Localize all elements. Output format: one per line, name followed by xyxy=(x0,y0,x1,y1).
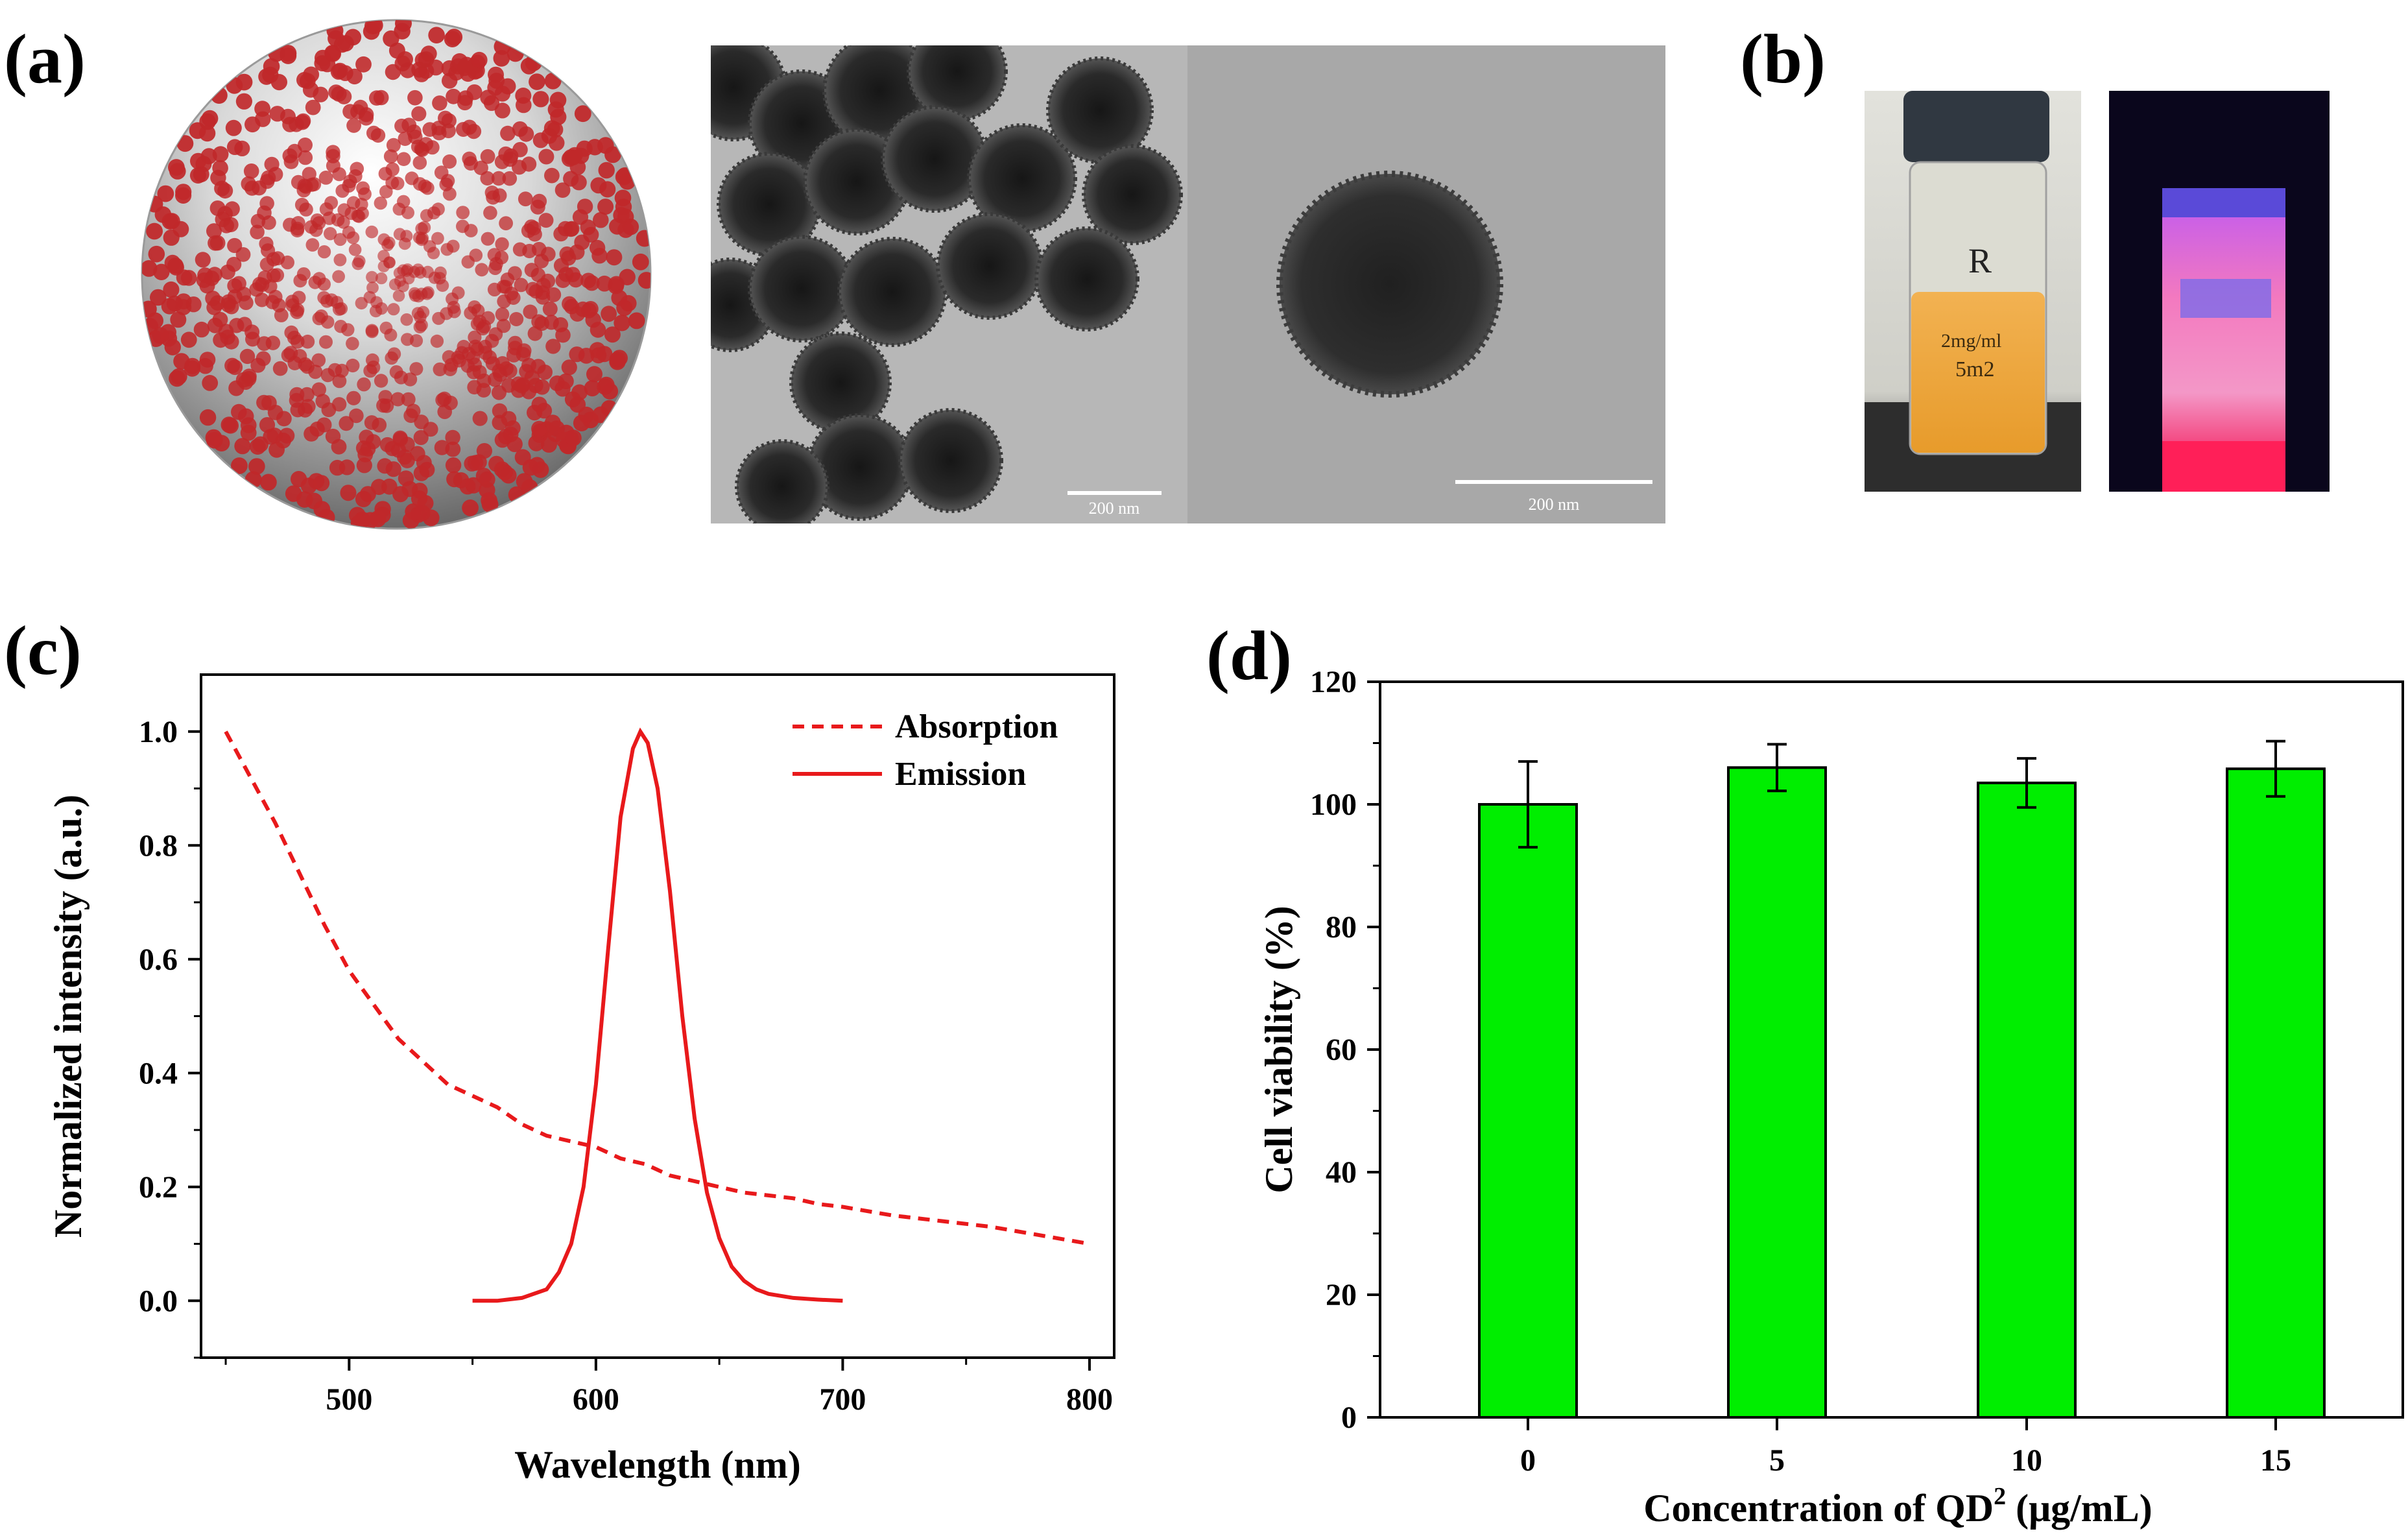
chart-c-ytick-label: 0.4 xyxy=(139,1056,178,1090)
chart-d-bar xyxy=(2226,767,2326,1419)
vial-handwriting-2: 2mg/ml xyxy=(1941,330,2001,352)
tem-image-single-particle: 200 nm xyxy=(1187,45,1665,523)
chart-d-xtick-label: 10 xyxy=(2011,1443,2042,1478)
scale-bar-label-right: 200 nm xyxy=(1529,495,1580,514)
chart-c-series-absorption xyxy=(224,730,1090,1246)
chart-d-ytick-label: 40 xyxy=(1326,1155,1357,1190)
tem-image-multiple-particles: 200 nm xyxy=(711,45,1187,523)
chart-c-series-emission xyxy=(472,727,843,1303)
chart-d-ytick-label: 80 xyxy=(1326,910,1357,944)
chart-c-xtick-label: 700 xyxy=(819,1382,866,1417)
chart-c-xlabel: Wavelength (nm) xyxy=(514,1443,801,1486)
vial-handwriting-3: 5m2 xyxy=(1955,357,1994,381)
chart-d-ytick-label: 0 xyxy=(1341,1400,1357,1435)
chart-d-ylabel: Cell viability (%) xyxy=(1258,906,1300,1193)
chart-d-frame xyxy=(1379,680,2404,1419)
chart-d-ytick-label: 20 xyxy=(1326,1278,1357,1312)
chart-d-xlabel-sup: 2 xyxy=(1994,1483,2006,1510)
panel-label-c: (c) xyxy=(4,612,82,690)
chart-d-xlabel-unit: (μg/mL) xyxy=(2006,1487,2152,1530)
chart-d-ytick-label: 60 xyxy=(1326,1033,1357,1067)
chart-d-xlabel-main: Concentration of QD xyxy=(1643,1487,1994,1530)
chart-c-ytick-label: 0.8 xyxy=(139,828,178,863)
chart-d-bar xyxy=(1478,803,1578,1419)
chart-d-xtick-label: 15 xyxy=(2260,1443,2291,1478)
scale-bar-label-left: 200 nm xyxy=(1089,499,1140,518)
panel-label-a: (a) xyxy=(4,21,86,98)
chart-d-xtick-label: 0 xyxy=(1520,1443,1536,1478)
panel-label-b: (b) xyxy=(1740,21,1826,98)
vial-daylight-photo: R 2mg/ml 5m2 xyxy=(1865,91,2081,492)
chart-c-ytick-label: 0.6 xyxy=(139,943,178,977)
chart-c-xtick-label: 800 xyxy=(1066,1382,1113,1417)
chart-c-frame xyxy=(200,673,1115,1359)
chart-c-ytick-label: 0.2 xyxy=(139,1170,178,1205)
chart-c-legend-label: Absorption xyxy=(895,708,1058,745)
chart-c-xtick-label: 600 xyxy=(573,1382,619,1417)
chart-c-ytick-label: 1.0 xyxy=(139,715,178,749)
chart-d-bar xyxy=(1727,766,1827,1419)
nanosphere-illustration xyxy=(134,18,659,531)
chart-c-xtick-label: 500 xyxy=(326,1382,372,1417)
chart-c-legend-label: Emission xyxy=(895,756,1026,793)
chart-d-bar xyxy=(1977,781,2077,1419)
vial-uv-photo xyxy=(2109,91,2330,492)
chart-c-ytick-label: 0.0 xyxy=(139,1284,178,1318)
panel-label-d: (d) xyxy=(1206,618,1292,695)
chart-d-xtick-label: 5 xyxy=(1769,1443,1785,1478)
vial-handwriting-1: R xyxy=(1968,241,1992,280)
chart-c-ylabel: Normalized intensity (a.u.) xyxy=(47,795,89,1238)
chart-d-ytick-label: 100 xyxy=(1310,787,1357,822)
chart-d-ytick-label: 120 xyxy=(1310,665,1357,699)
chart-d-xlabel: Concentration of QD2 (μg/mL) xyxy=(1643,1483,2152,1530)
